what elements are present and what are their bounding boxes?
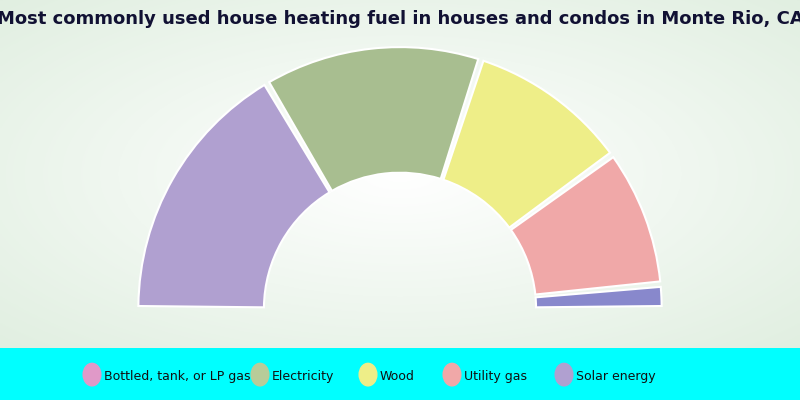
Ellipse shape bbox=[83, 363, 101, 386]
Text: Bottled, tank, or LP gas: Bottled, tank, or LP gas bbox=[104, 370, 250, 383]
Wedge shape bbox=[443, 61, 610, 228]
Ellipse shape bbox=[443, 363, 461, 386]
Wedge shape bbox=[535, 287, 662, 307]
Wedge shape bbox=[138, 85, 330, 307]
Wedge shape bbox=[511, 157, 660, 294]
Ellipse shape bbox=[251, 363, 269, 386]
Text: Solar energy: Solar energy bbox=[576, 370, 656, 383]
Ellipse shape bbox=[555, 363, 573, 386]
Text: Wood: Wood bbox=[380, 370, 415, 383]
Text: Electricity: Electricity bbox=[272, 370, 334, 383]
Wedge shape bbox=[269, 47, 478, 191]
Ellipse shape bbox=[359, 363, 377, 386]
Text: Most commonly used house heating fuel in houses and condos in Monte Rio, CA: Most commonly used house heating fuel in… bbox=[0, 10, 800, 28]
Text: Utility gas: Utility gas bbox=[464, 370, 527, 383]
